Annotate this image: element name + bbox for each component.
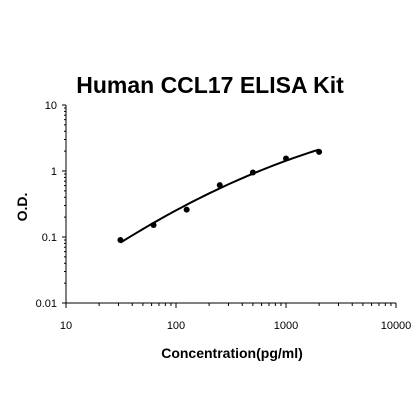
x-tick-label: 10000 (381, 320, 412, 332)
plot-area: 0.01 0.1 1 10 10 100 1000 10000 (36, 100, 412, 332)
x-tick-label: 10 (60, 320, 72, 332)
y-axis-label: O.D. (14, 193, 30, 222)
x-tick-label: 100 (167, 320, 185, 332)
y-tick-label: 0.01 (36, 298, 57, 310)
data-points (117, 148, 323, 244)
x-axis-label: Concentration(pg/ml) (161, 345, 303, 361)
x-tick-label: 1000 (274, 320, 298, 332)
chart-title: Human CCL17 ELISA Kit (76, 72, 344, 98)
fit-curve (119, 148, 320, 244)
y-axis-ticks: 0.01 0.1 1 10 (36, 100, 66, 310)
data-point (316, 148, 323, 155)
data-point (283, 155, 289, 162)
y-tick-label: 1 (51, 166, 57, 178)
data-point (183, 206, 190, 213)
data-point (249, 169, 256, 176)
y-tick-label: 10 (45, 100, 57, 112)
data-point (216, 182, 223, 189)
x-axis-ticks: 10 100 1000 10000 (60, 303, 411, 332)
y-tick-label: 0.1 (42, 232, 57, 244)
data-point (117, 237, 124, 244)
data-point (150, 221, 157, 228)
